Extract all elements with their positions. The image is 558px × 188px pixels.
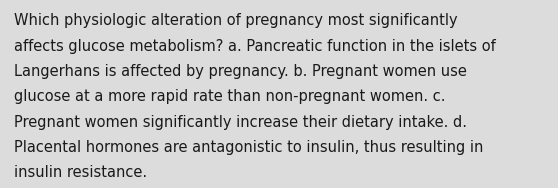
Text: affects glucose metabolism? a. Pancreatic function in the islets of: affects glucose metabolism? a. Pancreati… bbox=[14, 39, 496, 54]
Text: Placental hormones are antagonistic to insulin, thus resulting in: Placental hormones are antagonistic to i… bbox=[14, 140, 483, 155]
Text: Langerhans is affected by pregnancy. b. Pregnant women use: Langerhans is affected by pregnancy. b. … bbox=[14, 64, 467, 79]
Text: Pregnant women significantly increase their dietary intake. d.: Pregnant women significantly increase th… bbox=[14, 115, 467, 130]
Text: Which physiologic alteration of pregnancy most significantly: Which physiologic alteration of pregnanc… bbox=[14, 13, 458, 28]
Text: insulin resistance.: insulin resistance. bbox=[14, 165, 147, 180]
Text: glucose at a more rapid rate than non-pregnant women. c.: glucose at a more rapid rate than non-pr… bbox=[14, 89, 445, 104]
